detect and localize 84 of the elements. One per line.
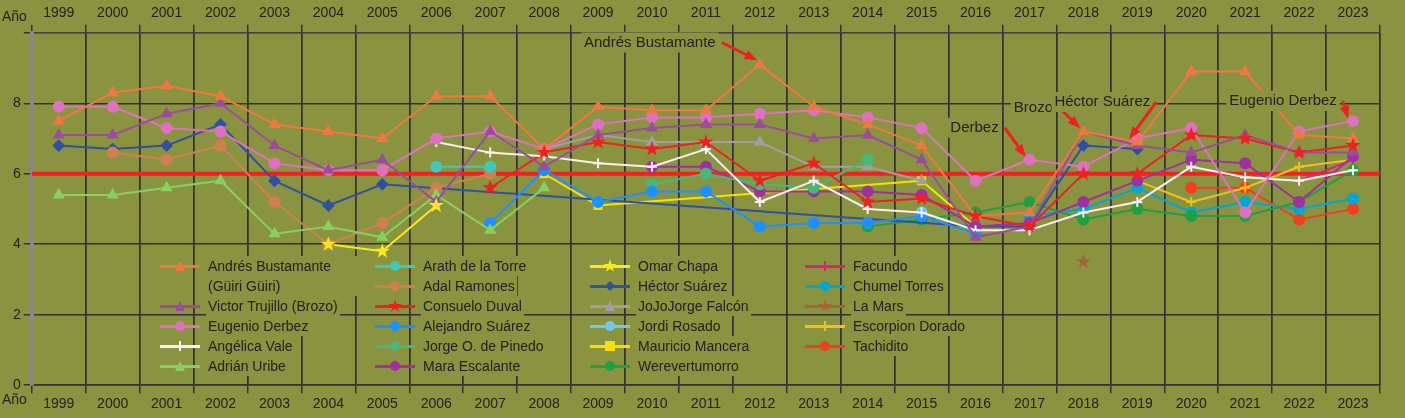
- x-tick-label: 2006: [420, 395, 453, 412]
- legend-label: Tachidito: [851, 336, 911, 356]
- text: Año: [2, 8, 27, 25]
- legend-label: Facundo: [851, 256, 910, 276]
- category-label: 2021: [1229, 4, 1261, 21]
- legend-label: Mauricio Mancera: [636, 336, 752, 356]
- y-tick-label: 8: [12, 94, 21, 111]
- x-tick-label: 2007: [474, 395, 506, 412]
- category-label: 2003: [258, 4, 291, 21]
- annotation: Eugenio Derbez: [1229, 91, 1337, 109]
- x-tick-label: 2020: [1175, 395, 1208, 412]
- x-tick-label: 2010: [636, 395, 668, 412]
- x-tick-label: 2021: [1229, 395, 1261, 412]
- x-tick-label: 2002: [204, 395, 237, 412]
- y-tick-label: 6: [12, 164, 21, 181]
- legend-label: Escorpion Dorado: [851, 316, 968, 336]
- category-label: 2014: [852, 4, 884, 21]
- legend-label: Mara Escalante: [421, 356, 523, 376]
- category-label: 2017: [1013, 4, 1046, 21]
- legend-label: La Mars: [851, 296, 906, 316]
- category-label: 2013: [798, 4, 830, 21]
- x-tick-label: 2005: [366, 395, 399, 412]
- x-tick-label: 2001: [151, 395, 183, 412]
- category-label: 2011: [690, 4, 721, 21]
- x-tick-label: 2004: [312, 395, 345, 412]
- category-label: 2015: [906, 4, 938, 21]
- x-tick-label: 2019: [1121, 395, 1154, 412]
- category-label: 2010: [636, 4, 668, 21]
- legend-label: Andrés Bustamante (Güiri Güiri): [206, 256, 360, 296]
- x-tick-label: 2012: [744, 395, 776, 412]
- legend-label: Werevertumorro: [636, 356, 741, 376]
- category-label: 2023: [1337, 4, 1369, 21]
- category-label: 2022: [1283, 4, 1315, 21]
- x-tick-label: 2003: [258, 395, 291, 412]
- legend-label: Héctor Suárez: [636, 276, 730, 296]
- x-tick-label: 2000: [97, 395, 129, 412]
- category-label: 2001: [151, 4, 183, 21]
- category-label: 2020: [1175, 4, 1207, 21]
- category-label: 2008: [528, 4, 560, 21]
- x-tick-label: 2014: [852, 395, 884, 412]
- y-tick-label: 4: [12, 235, 21, 252]
- legend-label: Omar Chapa: [636, 256, 721, 276]
- category-label: 2016: [959, 4, 992, 21]
- x-tick-label: 2015: [906, 395, 938, 412]
- annotation: Héctor Suárez: [1054, 92, 1151, 110]
- legend-label: Jorge O. de Pinedo: [421, 336, 546, 356]
- category-label: 2007: [474, 4, 506, 21]
- category-label: 2002: [204, 4, 237, 21]
- legend-label: Alejandro Suárez: [421, 316, 533, 336]
- x-tick-label: 2011: [690, 395, 722, 412]
- legend-label: Jordi Rosado: [636, 316, 723, 336]
- category-label: 1999: [43, 4, 75, 21]
- category-label: 2006: [420, 4, 452, 21]
- annotation: Andrés Bustamante: [583, 32, 716, 50]
- legend-label: JoJoJorge Falcón: [636, 296, 751, 316]
- x-axis-title: Año: [2, 391, 28, 408]
- x-tick-label: 1999: [43, 395, 75, 412]
- legend-label: Angélica Vale: [206, 336, 295, 356]
- legend-label: Eugenio Derbez: [206, 316, 311, 336]
- x-tick-label: 2022: [1283, 395, 1315, 412]
- x-tick-label: 2018: [1067, 395, 1100, 412]
- annotation: Derbez: [950, 117, 999, 135]
- category-label: 2012: [744, 4, 776, 21]
- x-tick-label: 2016: [959, 395, 992, 412]
- category-label: 2004: [312, 4, 344, 21]
- legend-label: Victor Trujillo (Brozo): [206, 296, 340, 316]
- annotation: Brozo: [1013, 97, 1053, 115]
- legend-label: Adal Ramones: [421, 276, 517, 296]
- legend-label: Adrián Uribe: [206, 356, 288, 376]
- category-label: 2000: [97, 4, 129, 21]
- x-tick-label: 2008: [528, 395, 560, 412]
- x-tick-label: 2023: [1337, 395, 1369, 412]
- category-label: 2005: [366, 4, 398, 21]
- y-tick-label: 2: [12, 305, 21, 322]
- x-tick-label: 2009: [582, 395, 614, 412]
- category-label: 2009: [582, 4, 614, 21]
- category-label: 2018: [1067, 4, 1099, 21]
- legend-label: Arath de la Torre: [421, 256, 529, 276]
- y-tick-label: 0: [12, 376, 21, 393]
- x-tick-label: 2013: [798, 395, 830, 412]
- category-label: 2019: [1121, 4, 1153, 21]
- legend-label: Consuelo Duval: [421, 296, 524, 316]
- x-tick-label: 2017: [1013, 395, 1046, 412]
- legend-label: Chumel Torres: [851, 276, 946, 296]
